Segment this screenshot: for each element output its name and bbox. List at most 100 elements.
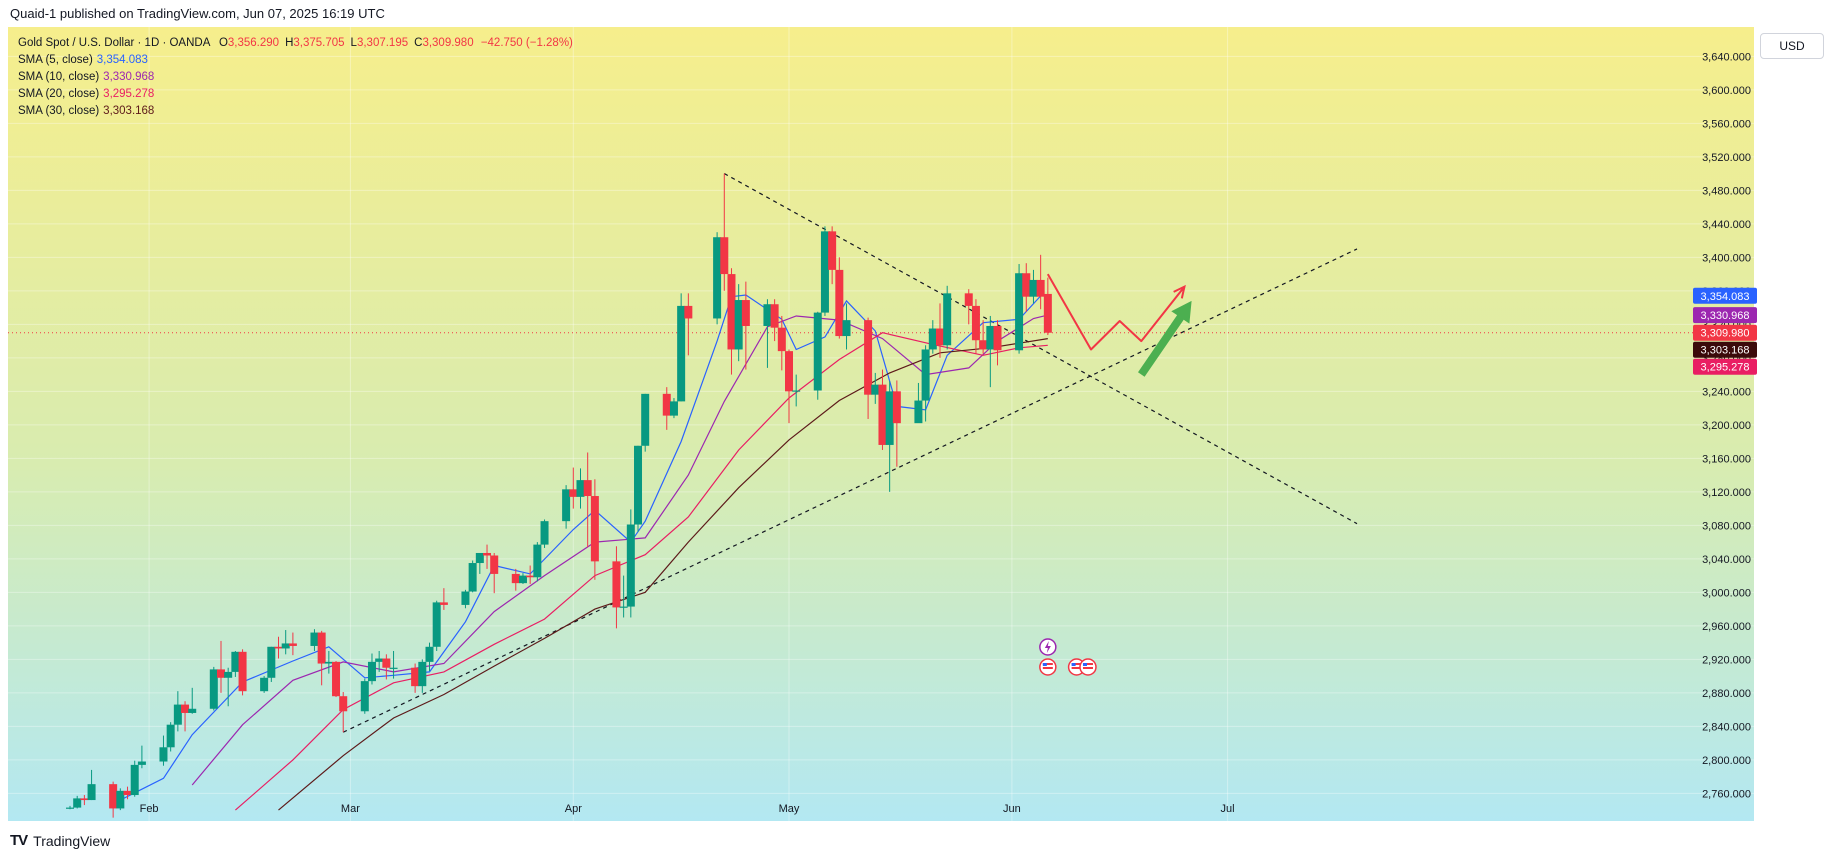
price-badge: 3,303.168 bbox=[1693, 341, 1757, 358]
candle bbox=[418, 659, 427, 693]
x-tick-label: Mar bbox=[341, 803, 360, 815]
candle bbox=[224, 667, 233, 707]
currency-button[interactable]: USD bbox=[1760, 33, 1824, 59]
candle-body bbox=[835, 269, 844, 337]
candle-body bbox=[562, 489, 571, 522]
tradingview-logo[interactable]: TV TradingView bbox=[10, 832, 110, 849]
candle bbox=[1036, 254, 1045, 310]
candle-body bbox=[871, 384, 880, 395]
candle-body bbox=[310, 632, 319, 646]
price-chart[interactable]: 3,640.000 3,600.000 3,560.000 3,520.000 3,48… bbox=[8, 27, 1762, 821]
x-tick-label: Feb bbox=[140, 803, 159, 815]
candle bbox=[490, 552, 499, 594]
candle-body bbox=[439, 602, 448, 605]
y-tick-label: 3,200.000 bbox=[1702, 420, 1751, 432]
candle-body bbox=[360, 681, 369, 712]
candle bbox=[828, 226, 837, 285]
event-markers[interactable] bbox=[1039, 638, 1097, 676]
candle bbox=[116, 788, 125, 811]
candle-body bbox=[1015, 273, 1024, 351]
y-tick-label: 2,840.000 bbox=[1702, 721, 1751, 733]
candle bbox=[720, 173, 729, 291]
candle bbox=[892, 380, 901, 467]
x-axis[interactable]: Feb Mar Apr May Jun Jul bbox=[140, 803, 1235, 815]
symbol-row[interactable]: Gold Spot / U.S. Dollar · 1D · OANDA O3,… bbox=[18, 35, 573, 52]
forecast-path bbox=[1046, 273, 1186, 351]
candle-body bbox=[820, 231, 829, 313]
candle-body bbox=[109, 784, 118, 809]
ohlc-values: O3,356.290 H3,375.705 L3,307.195 C3,309.980 bbox=[213, 37, 474, 49]
candle-body bbox=[1036, 279, 1045, 297]
candle-body bbox=[281, 643, 290, 649]
candle-body bbox=[425, 646, 434, 662]
candle bbox=[1022, 263, 1031, 312]
candle-body bbox=[770, 304, 779, 328]
sma-legend-row[interactable]: SMA (10, close) 3,330.968 bbox=[18, 69, 573, 86]
candle bbox=[820, 226, 829, 316]
candle bbox=[928, 320, 937, 354]
candle-body bbox=[418, 661, 427, 687]
flag-stripe bbox=[1071, 663, 1082, 665]
sma-legend-row[interactable]: SMA (20, close) 3,295.278 bbox=[18, 86, 573, 103]
candle-body bbox=[885, 391, 894, 445]
candle-body bbox=[274, 646, 283, 649]
y-tick-label: 3,240.000 bbox=[1702, 386, 1751, 398]
candle-body bbox=[483, 552, 492, 556]
y-tick-label: 2,920.000 bbox=[1702, 654, 1751, 666]
candle-body bbox=[993, 326, 1002, 351]
candle-body bbox=[842, 320, 851, 337]
flag-canton bbox=[1082, 663, 1087, 666]
y-axis[interactable]: 3,640.000 3,600.000 3,560.000 3,520.000 3,48… bbox=[1702, 51, 1751, 800]
flag-stripe bbox=[1042, 667, 1053, 669]
candle bbox=[317, 630, 326, 686]
candle bbox=[1015, 264, 1024, 354]
candle-body bbox=[971, 305, 980, 341]
us-flag-event-icon bbox=[1079, 658, 1097, 676]
candle bbox=[66, 805, 74, 810]
sma-legend-row[interactable]: SMA (5, close) 3,354.083 bbox=[18, 52, 573, 69]
price-badge: 3,309.980 bbox=[1693, 324, 1757, 341]
candle-body bbox=[576, 480, 585, 497]
sma-legend-row[interactable]: SMA (30, close) 3,303.168 bbox=[18, 103, 573, 120]
candle-body bbox=[317, 632, 326, 664]
flag-stripe bbox=[1082, 663, 1093, 665]
candle-body bbox=[1022, 273, 1031, 297]
candle-body bbox=[411, 667, 420, 687]
ohlc-item: C3,309.980 bbox=[414, 37, 473, 49]
candle bbox=[109, 781, 118, 818]
candle bbox=[159, 735, 168, 766]
candle bbox=[986, 315, 995, 388]
candle bbox=[612, 546, 621, 629]
candle bbox=[921, 345, 930, 422]
candle bbox=[835, 257, 844, 339]
candle bbox=[785, 349, 793, 424]
ohlc-key: O bbox=[218, 37, 228, 49]
candle bbox=[576, 468, 585, 509]
candle-body bbox=[130, 764, 139, 796]
candle-body bbox=[267, 646, 276, 678]
candle-body bbox=[720, 237, 729, 275]
sma-value: 3,330.968 bbox=[103, 71, 155, 83]
sma-label: SMA (30, close) bbox=[18, 105, 100, 117]
candle bbox=[634, 445, 643, 533]
candle-body bbox=[669, 401, 678, 416]
candle-body bbox=[928, 328, 937, 350]
price-badge-label: 3,295.278 bbox=[1701, 362, 1750, 374]
x-tick-label: Apr bbox=[565, 803, 582, 815]
sma-value: 3,354.083 bbox=[96, 54, 148, 66]
candle-body bbox=[526, 575, 535, 578]
ohlc-item: O3,356.290 bbox=[219, 37, 279, 49]
candle-body bbox=[864, 320, 873, 395]
candle-body bbox=[66, 807, 74, 809]
candle bbox=[389, 650, 398, 679]
forecast-arrowhead bbox=[1173, 284, 1186, 299]
x-tick-label: May bbox=[779, 803, 800, 815]
candle-body bbox=[792, 390, 801, 392]
candle bbox=[267, 646, 276, 682]
candle bbox=[842, 303, 851, 350]
candle bbox=[87, 769, 96, 801]
tradingview-logo-text: TradingView bbox=[33, 832, 111, 849]
candle-body bbox=[224, 671, 233, 678]
candle bbox=[188, 687, 197, 714]
candle bbox=[669, 398, 678, 419]
